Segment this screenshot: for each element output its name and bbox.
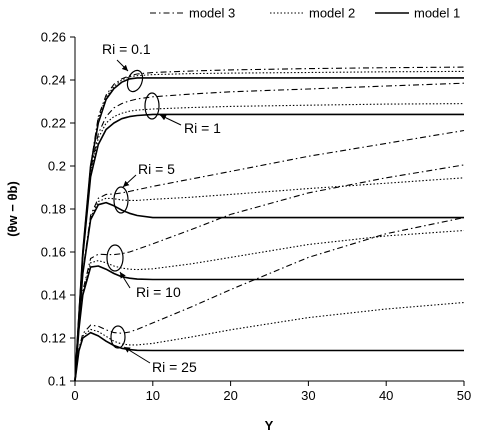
- series-line-model-3-ri-1: [74, 82, 465, 382]
- annotation-label-ri-0-1: Ri = 0.1: [102, 41, 151, 57]
- x-axis-title: Y: [265, 418, 274, 433]
- annotation-ellipse-ri-5: [113, 186, 129, 214]
- legend: model 3 model 2 model 1: [150, 6, 460, 21]
- series-line-model-1-ri-25: [74, 331, 464, 382]
- series-line-model-2-ri-0-1: [74, 70, 465, 382]
- x-tick-label: 20: [223, 388, 237, 403]
- series-line-model-2-ri-5: [74, 177, 465, 382]
- y-tick-label: 0.16: [41, 245, 66, 260]
- annotation-label-ri-10: Ri = 10: [136, 284, 181, 300]
- annotation-arrow-ri-5: [122, 174, 137, 188]
- y-tick-label: 0.26: [41, 30, 66, 45]
- series-line-model-2-ri-25: [74, 301, 465, 382]
- y-tick-label: 0.14: [41, 288, 66, 303]
- annotation-ellipse-ri-0-1: [126, 69, 144, 93]
- series-line-model-3-ri-10: [74, 164, 465, 382]
- annotation-ellipse-ri-25: [110, 325, 126, 349]
- series-line-model-2-ri-10: [74, 229, 465, 382]
- annotation-label-ri-5: Ri = 5: [138, 161, 175, 177]
- y-tick-label: 0.12: [41, 331, 66, 346]
- x-tick-label: 50: [457, 388, 471, 403]
- y-tick-label: 0.2: [48, 159, 66, 174]
- annotation-label-ri-1: Ri = 1: [184, 120, 221, 136]
- axes: [74, 37, 464, 382]
- y-tick-label: 0.1: [48, 374, 66, 389]
- annotation-arrow-ri-1: [159, 114, 182, 126]
- annotations: Ri = 0.1 Ri = 1 Ri = 5 Ri = 10 Ri = 25: [102, 41, 221, 375]
- annotation-arrow-ri-10: [119, 271, 131, 289]
- annotation-label-ri-25: Ri = 25: [152, 359, 197, 375]
- y-tick-label: 0.22: [41, 116, 66, 131]
- x-tick-label: 40: [379, 388, 393, 403]
- annotation-arrow-ri-25: [123, 346, 151, 364]
- legend-label-model-3: model 3: [189, 6, 235, 21]
- series-line-model-1-ri-10: [74, 265, 464, 382]
- series-line-model-2-ri-1: [74, 103, 465, 382]
- y-ticks: 0.1 0.12 0.14 0.16 0.18 0.2 0.22 0.24 0.26: [41, 30, 75, 389]
- y-tick-label: 0.18: [41, 202, 66, 217]
- y-axis-title: (θw − θb): [5, 181, 20, 237]
- legend-label-model-2: model 2: [309, 6, 355, 21]
- x-tick-label: 10: [146, 388, 160, 403]
- x-tick-label: 0: [71, 388, 78, 403]
- series-line-model-3-ri-5: [74, 129, 465, 382]
- annotation-ellipse-ri-10: [106, 244, 124, 272]
- series-line-model-1-ri-5: [74, 201, 464, 382]
- annotation-arrow-ri-0-1: [116, 59, 129, 72]
- series-line-model-1-ri-1: [74, 113, 464, 382]
- series-layer: [74, 66, 465, 382]
- legend-label-model-1: model 1: [414, 6, 460, 21]
- x-ticks: 0 10 20 30 40 50: [71, 381, 471, 403]
- annotation-ellipse-ri-1: [144, 92, 160, 120]
- x-tick-label: 30: [301, 388, 315, 403]
- y-tick-label: 0.24: [41, 73, 66, 88]
- series-line-model-3-ri-25: [74, 217, 465, 382]
